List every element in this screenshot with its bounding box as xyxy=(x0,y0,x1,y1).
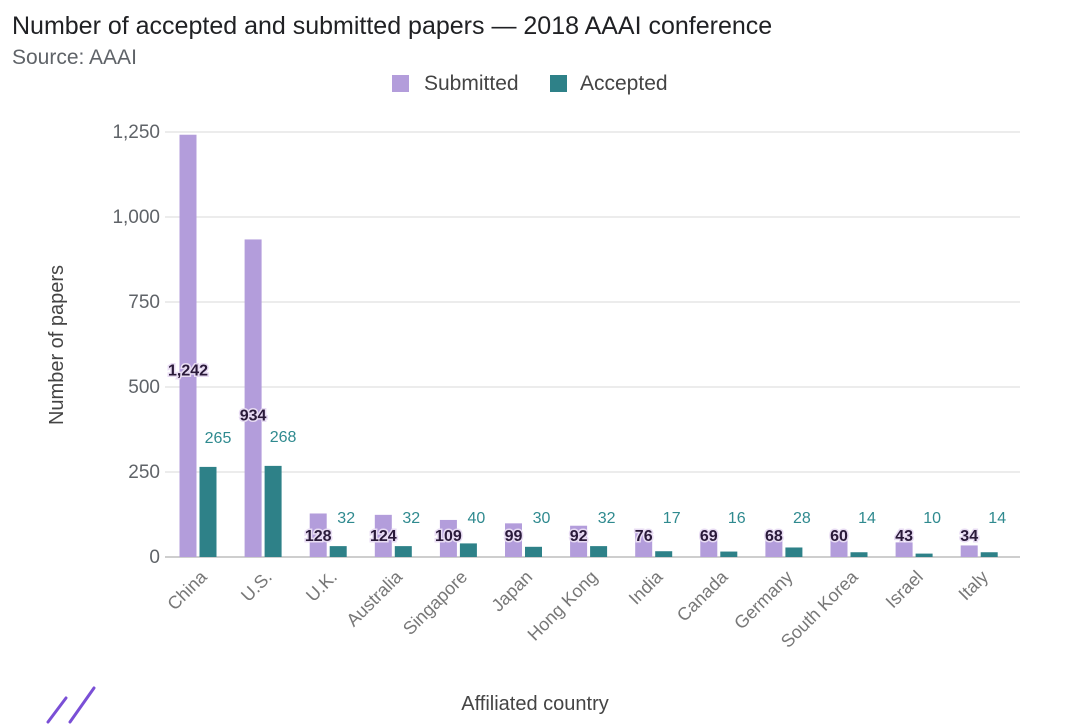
y-tick-label: 0 xyxy=(149,547,160,568)
bar-submitted xyxy=(505,523,522,557)
bar-submitted xyxy=(179,134,197,557)
data-label-accepted: 30 xyxy=(533,510,551,527)
decorative-mark xyxy=(46,686,96,724)
bar-accepted xyxy=(655,551,673,557)
bar-submitted xyxy=(635,531,653,557)
chart-title: Number of accepted and submitted papers … xyxy=(12,12,773,40)
bar-accepted xyxy=(394,546,412,557)
data-label-accepted: 265 xyxy=(205,430,232,447)
bar-submitted xyxy=(830,536,848,557)
data-label-submitted: 1,242 xyxy=(168,362,208,379)
data-label-submitted: 68 xyxy=(765,528,783,545)
data-label-accepted: 14 xyxy=(988,510,1006,527)
data-label-submitted: 34 xyxy=(960,528,978,545)
bar-accepted xyxy=(720,551,738,557)
x-category-label: Italy xyxy=(955,567,992,604)
data-label-accepted: 40 xyxy=(468,510,486,527)
bar-accepted xyxy=(329,546,347,557)
bar-accepted xyxy=(850,552,868,557)
y-tick-label: 250 xyxy=(128,462,160,483)
data-label-accepted: 32 xyxy=(598,510,616,527)
x-category-label: Australia xyxy=(342,566,406,630)
legend-label-submitted: Submitted xyxy=(424,72,519,95)
bar-accepted xyxy=(459,543,477,557)
gridlines xyxy=(165,131,1020,558)
x-category-label: Hong Kong xyxy=(524,567,602,645)
data-label-submitted: 69 xyxy=(700,528,718,545)
data-label-accepted: 32 xyxy=(337,510,355,527)
x-category-label: China xyxy=(163,566,211,614)
bar-submitted xyxy=(700,533,718,557)
y-axis-ticks: 0 250 500 750 1,000 1,250 xyxy=(112,122,160,568)
data-label-accepted: 268 xyxy=(270,429,297,446)
data-label-submitted: 60 xyxy=(830,528,848,545)
x-category-label: Canada xyxy=(673,566,732,625)
data-label-submitted: 43 xyxy=(895,528,913,545)
bar-accepted xyxy=(199,466,217,557)
bar-accepted xyxy=(915,553,933,557)
data-label-accepted: 10 xyxy=(923,510,941,527)
bar-submitted xyxy=(374,514,392,557)
x-category-label: India xyxy=(625,566,667,608)
data-label-submitted: 99 xyxy=(505,528,523,545)
legend: Submitted Accepted xyxy=(392,72,668,95)
bar-accepted xyxy=(525,546,542,557)
bar-submitted xyxy=(309,513,327,557)
data-label-accepted: 17 xyxy=(663,510,681,527)
x-category-label: U.S. xyxy=(237,567,276,606)
legend-label-accepted: Accepted xyxy=(580,72,668,95)
bar-accepted xyxy=(980,552,998,557)
y-tick-label: 1,250 xyxy=(112,122,160,143)
bars xyxy=(179,134,998,557)
bar-submitted xyxy=(895,542,913,557)
data-label-submitted: 934 xyxy=(240,407,267,424)
data-label-submitted: 92 xyxy=(570,528,588,545)
data-label-submitted: 76 xyxy=(635,528,653,545)
bar-submitted xyxy=(765,533,783,557)
y-tick-label: 500 xyxy=(128,377,160,398)
data-label-accepted: 16 xyxy=(728,510,746,527)
legend-swatch-accepted xyxy=(550,75,567,92)
bar-submitted xyxy=(570,525,588,557)
bar-accepted xyxy=(785,547,803,557)
chart-subtitle: Source: AAAI xyxy=(12,46,137,69)
x-category-label: Singapore xyxy=(399,567,471,639)
y-axis-label: Number of papers xyxy=(46,265,68,425)
x-category-label: Germany xyxy=(730,567,796,633)
data-label-submitted: 128 xyxy=(305,528,332,545)
data-label-accepted: 32 xyxy=(402,510,420,527)
data-label-accepted: 28 xyxy=(793,510,811,527)
data-label-submitted: 124 xyxy=(370,528,397,545)
x-category-label: Israel xyxy=(882,567,927,612)
bar-submitted xyxy=(439,519,457,557)
bar-accepted xyxy=(590,546,608,557)
bar-accepted xyxy=(264,465,282,557)
bar-submitted xyxy=(960,545,978,557)
bar-submitted xyxy=(244,239,262,557)
legend-swatch-submitted xyxy=(392,75,409,92)
y-tick-label: 750 xyxy=(128,292,160,313)
data-label-submitted: 109 xyxy=(435,528,462,545)
x-category-label: Japan xyxy=(488,567,537,616)
data-label-accepted: 14 xyxy=(858,510,876,527)
x-axis-label: Affiliated country xyxy=(461,693,609,715)
x-category-label: U.K. xyxy=(302,567,341,606)
y-tick-label: 1,000 xyxy=(112,207,160,228)
